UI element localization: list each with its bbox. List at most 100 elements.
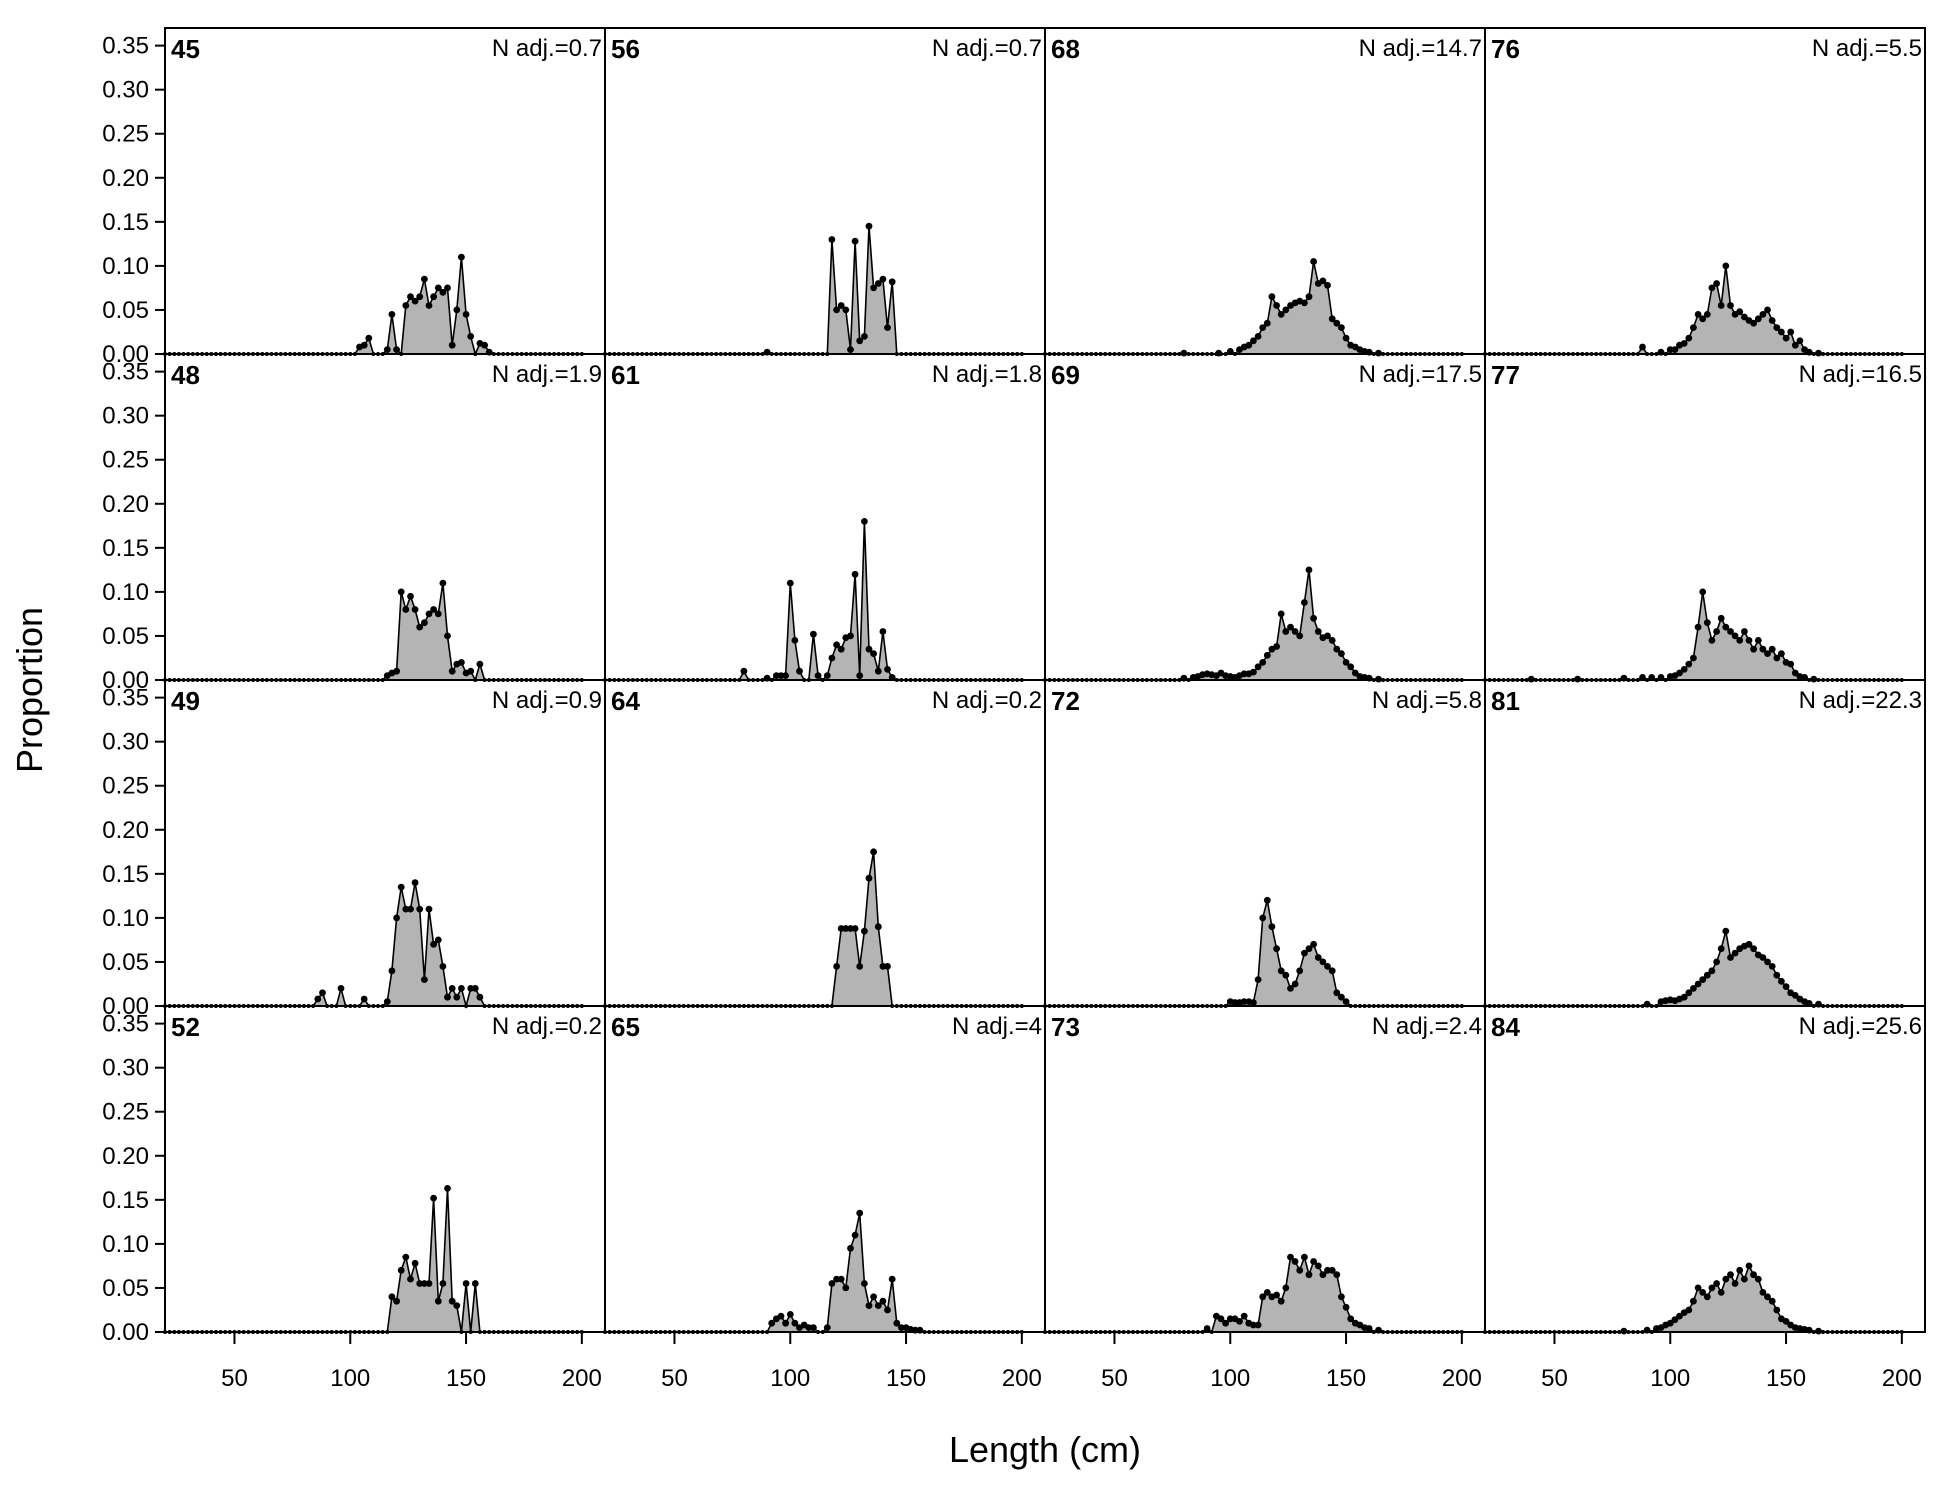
data-point <box>411 1259 419 1267</box>
data-point <box>416 623 424 631</box>
x-tick-label: 200 <box>1002 1365 1042 1392</box>
data-point <box>1333 319 1341 327</box>
y-tick-label: 0.10 <box>102 1231 149 1258</box>
data-point <box>1342 659 1350 666</box>
data-point <box>421 619 428 627</box>
area-fill <box>605 1213 1022 1332</box>
data-point <box>1314 1262 1322 1270</box>
y-tick-label: 0.35 <box>102 685 149 712</box>
data-point <box>397 588 405 596</box>
x-tick-label: 100 <box>330 1365 370 1392</box>
panel-72: 72 N adj.=5.8 <box>1043 679 1486 1008</box>
data-point <box>1328 1266 1336 1274</box>
data-point <box>1250 337 1257 345</box>
data-point <box>1722 262 1730 270</box>
y-tick-label: 0.35 <box>102 359 149 386</box>
y-tick-label: 0.25 <box>102 773 149 800</box>
n-adj-label: N adj.=0.7 <box>932 35 1042 62</box>
data-point <box>1741 1275 1748 1283</box>
data-point <box>416 905 424 913</box>
data-point <box>393 346 400 353</box>
data-point <box>1750 319 1757 327</box>
data-point <box>1338 993 1345 1001</box>
data-point <box>1217 1315 1225 1323</box>
data-point <box>1342 1303 1350 1311</box>
panel-label: 84 <box>1491 1012 1520 1042</box>
area-fill <box>1045 1257 1462 1332</box>
x-tick-label: 50 <box>221 1365 248 1392</box>
data-point <box>1301 949 1308 957</box>
data-point <box>861 927 868 935</box>
area-fill <box>1485 1265 1902 1332</box>
data-point <box>1787 660 1795 668</box>
data-point <box>1263 319 1271 327</box>
data-point <box>421 275 428 283</box>
data-point <box>1685 334 1693 342</box>
area-fill <box>165 882 582 1006</box>
data-point <box>1259 659 1267 666</box>
data-point <box>1699 588 1707 596</box>
data-point <box>1277 967 1285 975</box>
series-line <box>165 882 582 1010</box>
data-point <box>462 1280 470 1287</box>
n-adj-label: N adj.=17.5 <box>1359 361 1482 388</box>
data-point <box>782 1319 789 1327</box>
x-tick-label: 100 <box>770 1365 810 1392</box>
data-point <box>1328 967 1336 975</box>
data-point <box>1250 1321 1257 1329</box>
panel-frame <box>1484 679 1926 1007</box>
data-point <box>314 995 322 1003</box>
data-point <box>828 1280 836 1287</box>
data-point <box>837 1275 845 1283</box>
data-point <box>430 606 437 613</box>
data-point <box>1754 637 1762 644</box>
data-point <box>448 341 456 349</box>
y-tick-label: 0.00 <box>102 667 149 694</box>
data-point <box>1273 643 1280 650</box>
y-tick-label: 0.10 <box>102 579 149 606</box>
data-point <box>740 667 748 675</box>
n-adj-label: N adj.=0.2 <box>932 687 1042 714</box>
n-adj-label: N adj.=2.4 <box>1372 1013 1482 1040</box>
panel-frame <box>164 679 606 1007</box>
data-point <box>1759 954 1767 961</box>
data-point <box>1768 963 1776 970</box>
data-point <box>786 579 794 587</box>
data-point <box>879 275 887 283</box>
data-point <box>453 306 461 314</box>
area-fill <box>165 583 582 680</box>
n-adj-label: N adj.=22.3 <box>1799 687 1922 714</box>
data-point <box>421 976 428 983</box>
data-point <box>416 1280 424 1287</box>
data-point <box>1727 302 1734 309</box>
x-tick-label: 150 <box>446 1365 486 1392</box>
data-point <box>1708 1284 1716 1292</box>
area-fill <box>165 257 582 354</box>
data-point <box>439 963 447 970</box>
data-point <box>448 667 456 675</box>
data-point <box>1324 963 1331 970</box>
y-tick-label: 0.25 <box>102 1099 149 1126</box>
data-point <box>1685 1306 1693 1314</box>
data-point <box>842 1284 850 1292</box>
y-tick-label: 0.05 <box>102 949 149 976</box>
data-point <box>476 993 484 1001</box>
data-point <box>444 993 451 1001</box>
data-point <box>1699 315 1707 323</box>
y-tick-label: 0.00 <box>102 1319 149 1346</box>
data-point <box>388 967 396 975</box>
data-point <box>319 989 326 997</box>
data-point <box>411 879 419 886</box>
data-point <box>786 1311 794 1318</box>
data-point <box>837 645 845 653</box>
data-point <box>393 667 400 675</box>
data-point <box>1671 1316 1679 1324</box>
panel-81: 81 N adj.=22.3 <box>1483 679 1926 1008</box>
data-point <box>1722 623 1730 631</box>
data-point <box>1791 669 1799 677</box>
data-point <box>888 1275 896 1283</box>
data-point <box>1680 993 1688 1001</box>
series-line <box>1045 900 1462 1007</box>
data-point <box>467 333 475 340</box>
data-point <box>1768 317 1776 324</box>
